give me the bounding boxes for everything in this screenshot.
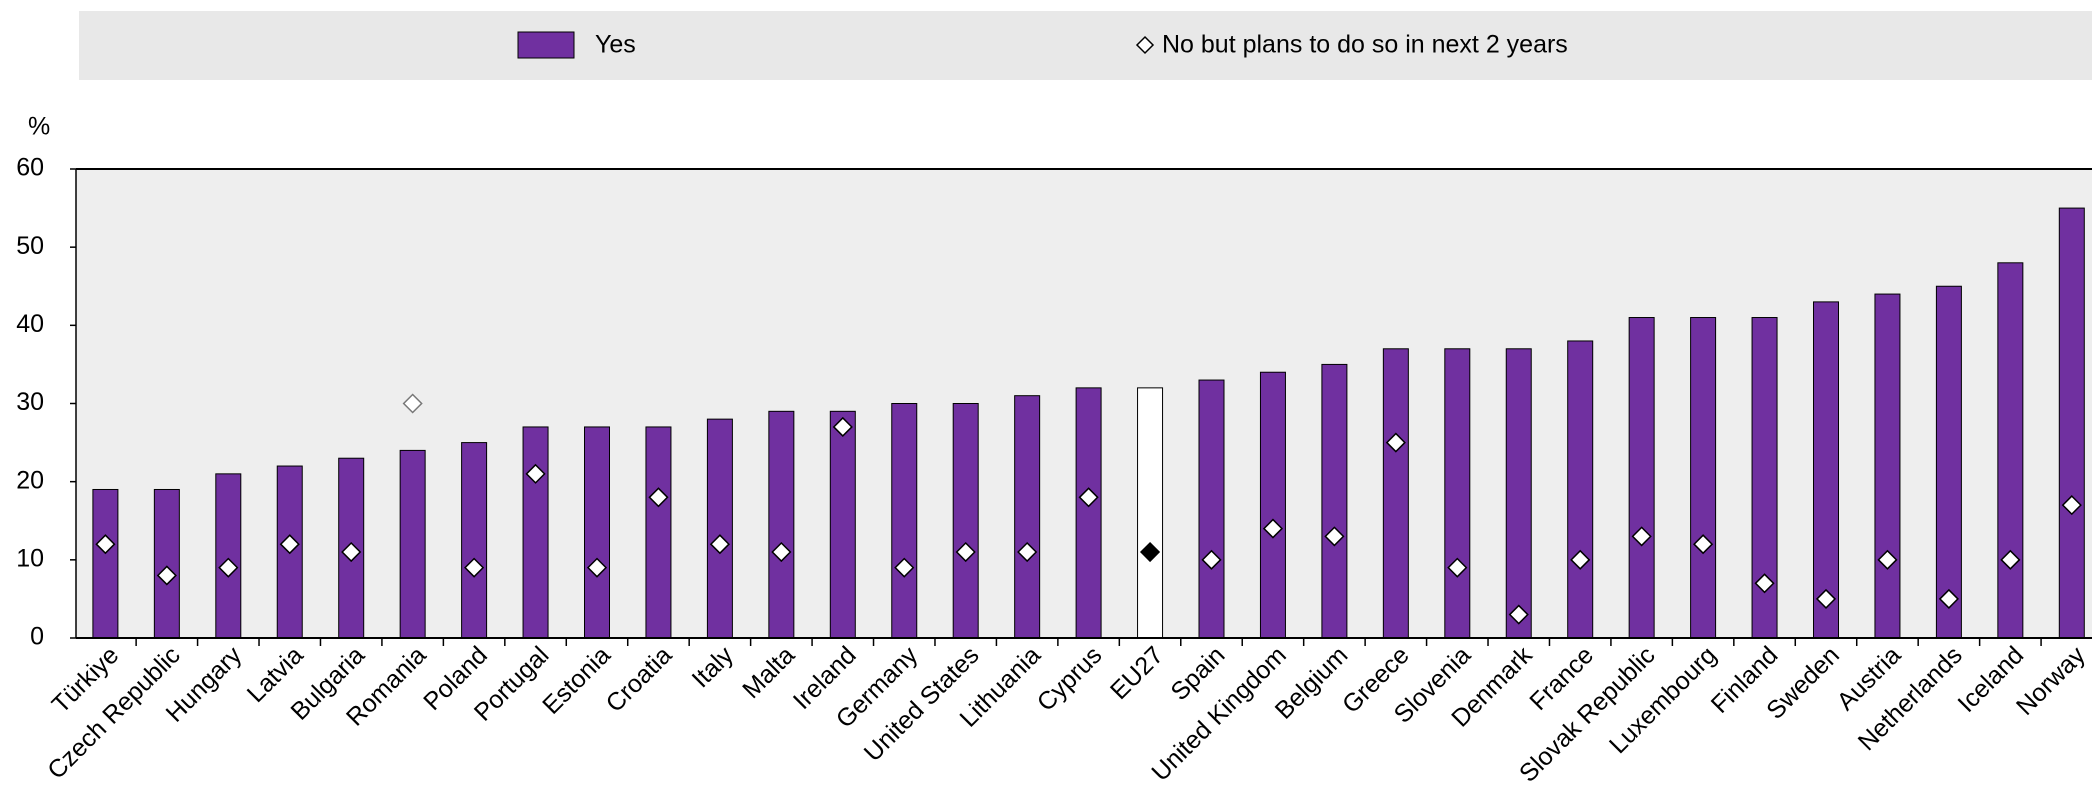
bar [522, 426, 549, 639]
bar [1014, 395, 1041, 639]
bar [1382, 348, 1409, 639]
diamond-marker [832, 416, 853, 438]
y-tick-label: 0 [30, 623, 44, 651]
bar [891, 403, 918, 639]
legend-swatch [1135, 35, 1155, 55]
x-tick-label: EU27 [1105, 641, 1169, 705]
diamond-marker [1385, 432, 1406, 453]
legend-label: Yes [595, 31, 636, 59]
diamond-marker [894, 557, 915, 578]
diamond-marker [1815, 588, 1837, 609]
bar [153, 488, 180, 639]
y-tick-label: 60 [16, 154, 44, 182]
bar [1997, 262, 2024, 639]
y-axis-label: % [28, 113, 50, 141]
diamond-marker [2000, 549, 2021, 570]
bar [829, 410, 856, 639]
bar [92, 488, 119, 639]
legend-swatch [517, 31, 575, 59]
bar [1505, 348, 1532, 639]
bar [645, 426, 672, 639]
diamond-marker [1631, 526, 1652, 547]
x-tick-label: Croatia [601, 641, 678, 718]
diamond-marker [464, 557, 485, 578]
diamond-marker [955, 541, 976, 563]
diamond-marker [1754, 573, 1775, 594]
diamond-marker [1877, 549, 1898, 570]
diamond-marker [218, 557, 239, 578]
bar [1198, 379, 1225, 639]
diamond-marker [1324, 526, 1345, 547]
x-tick-label: Cyprus [1032, 641, 1108, 717]
y-tick-label: 20 [16, 466, 44, 494]
x-tick-label: Norway [2011, 641, 2091, 721]
legend-label: No but plans to do so in next 2 years [1162, 31, 1568, 59]
bar [1259, 371, 1286, 639]
diamond-marker [2061, 495, 2082, 516]
diamond-marker [1693, 534, 1714, 555]
diamond-marker [648, 487, 669, 508]
y-tick-label: 50 [16, 232, 44, 260]
y-tick-label: 30 [16, 388, 44, 416]
bar [1321, 363, 1348, 639]
bar [1813, 301, 1839, 639]
bar [1935, 285, 1962, 639]
diamond-marker [1139, 541, 1161, 563]
bar [952, 403, 979, 639]
bar [706, 418, 733, 639]
diamond-marker [156, 565, 177, 586]
diamond-marker [1938, 588, 1959, 609]
bar [1137, 387, 1164, 639]
x-tick-label: Luxembourg [1604, 641, 1722, 759]
bar [215, 473, 242, 639]
diamond-marker [1017, 541, 1038, 563]
bar [1628, 317, 1655, 639]
bar [1444, 348, 1471, 639]
y-tick-label: 10 [16, 544, 44, 572]
legend-band [79, 11, 2092, 80]
diamond-marker [1508, 604, 1529, 625]
bar [399, 449, 426, 639]
bar [1567, 340, 1594, 639]
diamond-marker [95, 534, 116, 555]
bar [768, 410, 795, 639]
diamond-marker [1078, 487, 1099, 508]
diamond-marker [1570, 549, 1591, 570]
x-tick-label: Estonia [537, 641, 616, 720]
diamond-marker [771, 541, 792, 563]
diamond-marker [402, 393, 423, 414]
diamond-marker [709, 534, 730, 555]
diamond-marker [586, 557, 608, 578]
bar [1874, 293, 1901, 639]
diamond-marker [1262, 518, 1284, 539]
bar [584, 426, 610, 639]
y-tick-label: 40 [16, 310, 44, 338]
diamond-marker [1447, 557, 1468, 578]
bar [461, 442, 488, 639]
x-tick-label: Italy [687, 641, 740, 694]
bar [1690, 317, 1717, 639]
diamond-marker [341, 541, 362, 563]
diamond-marker [1201, 549, 1222, 570]
diamond-marker [525, 463, 546, 484]
bar [2058, 207, 2085, 639]
bar [1075, 387, 1102, 639]
diamond-marker [279, 534, 300, 555]
